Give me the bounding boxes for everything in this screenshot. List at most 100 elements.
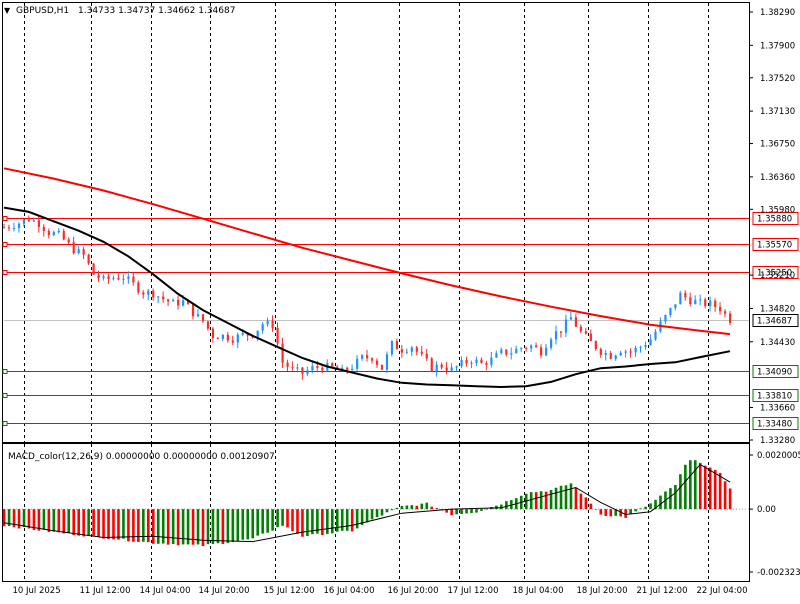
candle-body: [177, 299, 180, 306]
macd-histogram-bar: [569, 483, 573, 510]
candle-body: [569, 317, 573, 320]
y-tick-label: 1.36360: [760, 173, 795, 183]
macd-histogram-bar: [256, 509, 260, 536]
x-tick-label: 10 Jul 2025: [13, 586, 61, 596]
resistance-level-label: 1.35570: [757, 241, 792, 251]
macd-histogram-bar: [281, 509, 284, 526]
macd-histogram-bar: [539, 491, 543, 510]
candle-body: [564, 319, 568, 333]
y-tick-label: 1.33660: [760, 404, 795, 414]
macd-histogram-bar: [475, 509, 478, 513]
macd-histogram-bar: [316, 509, 319, 534]
candle-body: [306, 370, 309, 374]
support-level-handle[interactable]: [2, 369, 8, 374]
macd-histogram-bar: [390, 509, 394, 511]
macd-histogram-bar: [639, 508, 642, 510]
macd-histogram-bar: [176, 509, 180, 546]
y-tick-label: 1.34430: [760, 338, 795, 348]
candle-body: [211, 328, 215, 339]
resistance-level-tag: [752, 238, 799, 251]
candle-body: [475, 359, 478, 363]
candle-body: [112, 278, 115, 280]
macd-signal-line: [3, 463, 731, 543]
candle-body: [594, 341, 597, 350]
resistance-level-handle[interactable]: [2, 242, 8, 247]
support-level-label: 1.33480: [757, 420, 792, 430]
candle-body: [42, 226, 45, 231]
candle-body: [559, 331, 563, 333]
candle-body: [172, 299, 175, 302]
current-price-tag: [752, 314, 799, 327]
candle-body: [162, 296, 165, 300]
x-tick-label: 15 Jul 12:00: [264, 586, 315, 596]
macd-histogram-bar: [360, 509, 364, 525]
macd-histogram-bar: [350, 509, 354, 532]
candle-body: [7, 227, 11, 229]
candle-body: [545, 347, 548, 356]
candle-body: [624, 351, 627, 353]
macd-histogram-bar: [405, 505, 409, 510]
macd-histogram-bar: [579, 493, 583, 510]
x-tick-label: 21 Jul 12:00: [637, 586, 688, 596]
resistance-level-handle[interactable]: [2, 216, 8, 221]
resistance-level-handle[interactable]: [2, 270, 8, 275]
candle-body: [724, 311, 727, 314]
macd-histogram-bar: [142, 509, 145, 542]
candle-body: [157, 296, 160, 298]
macd-histogram-bar: [161, 509, 165, 544]
support-level-tag: [752, 389, 799, 402]
candle-body: [530, 345, 533, 349]
y-tick-label: 1.34820: [760, 304, 795, 314]
macd-histogram-bar: [151, 509, 155, 544]
candle-body: [430, 358, 433, 371]
x-tick-label: 14 Jul 04:00: [140, 586, 191, 596]
macd-histogram-bar: [604, 509, 608, 517]
candle-body: [395, 340, 399, 350]
candle-body: [142, 292, 145, 295]
candle-body: [97, 274, 100, 279]
x-tick-label: 16 Jul 04:00: [324, 586, 375, 596]
candle-body: [291, 366, 294, 368]
macd-histogram-bar: [97, 509, 100, 537]
macd-histogram-bar: [693, 460, 697, 510]
expand-triangle-icon[interactable]: ▼: [4, 6, 11, 15]
macd-histogram-bar: [82, 509, 85, 537]
macd-histogram-bar: [689, 460, 692, 510]
macd-histogram-bar: [261, 509, 264, 534]
candle-body: [480, 359, 483, 364]
macd-histogram-bar: [430, 506, 434, 510]
candle-body: [470, 362, 473, 364]
candle-body: [634, 347, 637, 353]
candle-body: [316, 366, 319, 368]
candle-body: [689, 297, 692, 305]
macd-histogram-bar: [480, 509, 483, 511]
macd-histogram-bar: [380, 509, 384, 516]
macd-histogram-bar: [12, 509, 16, 528]
macd-histogram-bar: [186, 509, 190, 545]
support-level-handle[interactable]: [2, 393, 8, 398]
macd-histogram-bar: [703, 465, 707, 510]
macd-histogram-bar: [460, 509, 463, 514]
support-level-handle[interactable]: [2, 421, 8, 426]
macd-histogram-bar: [57, 509, 61, 533]
macd-histogram-bar: [365, 509, 369, 523]
support-level-tag: [752, 417, 799, 430]
macd-histogram-bar: [470, 509, 473, 514]
macd-y-tick-label: 0.00: [757, 505, 776, 515]
macd-histogram-bar: [455, 509, 458, 515]
macd-histogram-bar: [574, 487, 578, 510]
candle-body: [271, 320, 274, 328]
candle-body: [201, 314, 205, 322]
macd-histogram-bar: [385, 509, 389, 513]
candle-body: [107, 276, 110, 280]
candle-body: [549, 339, 553, 348]
macd-histogram-bar: [340, 509, 344, 531]
x-tick-label: 14 Jul 20:00: [199, 586, 250, 596]
macd-histogram-bar: [67, 509, 71, 534]
candle-body: [122, 278, 125, 280]
candle-body: [92, 263, 95, 275]
macd-histogram-bar: [355, 509, 359, 529]
price-pane[interactable]: [2, 2, 750, 443]
